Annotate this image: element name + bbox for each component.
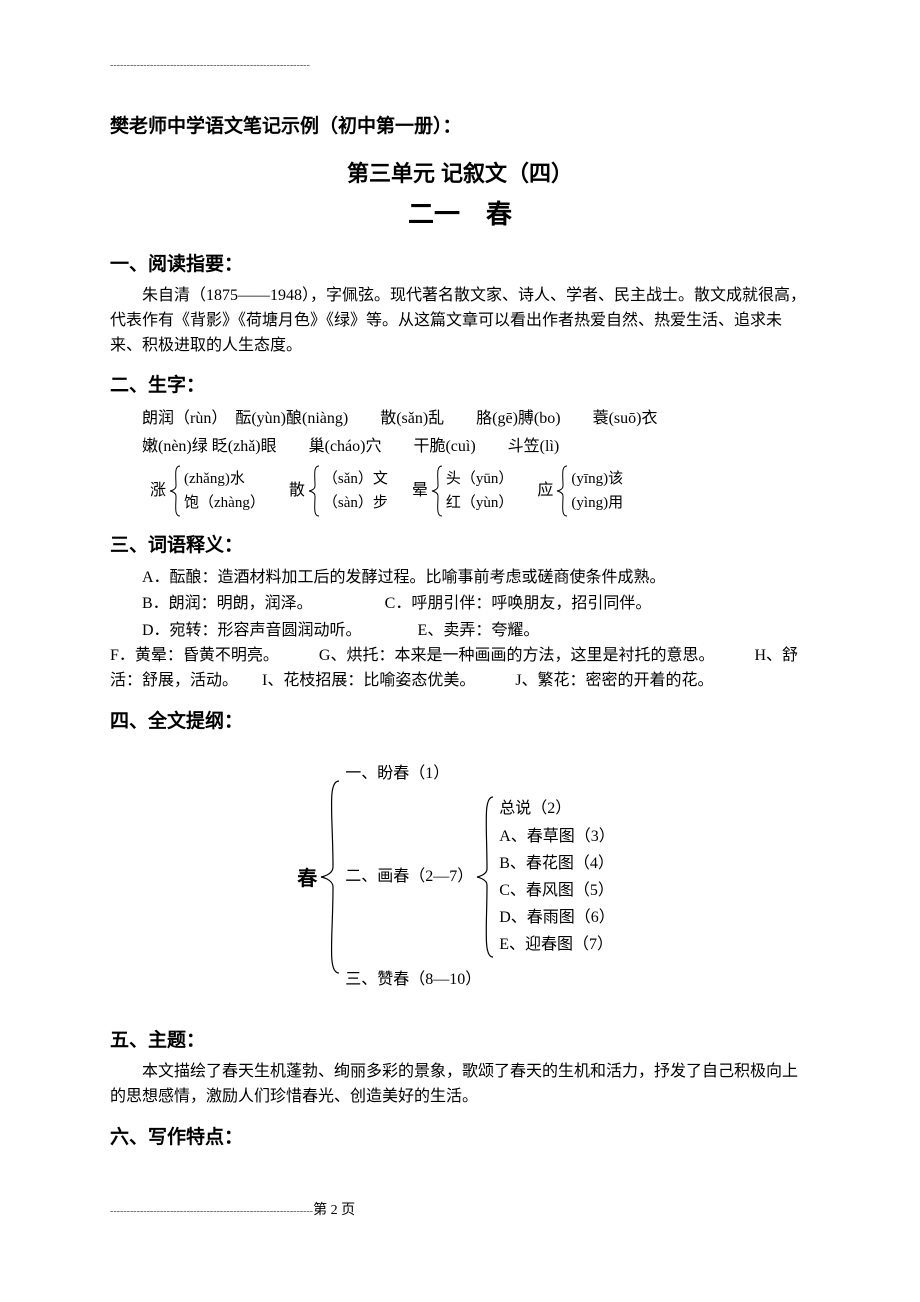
- def-item: A．酝酿：造酒材料加工后的发酵过程。比喻事前考虑或磋商使条件成熟。: [142, 565, 810, 591]
- section-4-title: 四、全文提纲：: [110, 706, 810, 733]
- outline-l1-item-mid: 二、画春（2—7） 总说（2） A、春草图（3） B、春花图（4） C、春风图（…: [345, 793, 619, 961]
- poly-item-san: 散 （sǎn）文 （sàn）步: [289, 464, 388, 518]
- definitions-block: A．酝酿：造酒材料加工后的发酵过程。比喻事前考虑或磋商使条件成熟。 B．朗润：明…: [142, 565, 810, 644]
- outline-l2-item: 总说（2）: [499, 795, 615, 822]
- def-tail: F．黄晕：昏黄不明亮。 G、烘托：本来是一种画画的方法，这里是衬托的意思。 H、…: [110, 644, 810, 694]
- poly-reading-b: 红（yùn）: [446, 491, 514, 515]
- poly-item-yun: 晕 头（yūn） 红（yùn）: [412, 464, 514, 518]
- outline-l2-item: C、春风图（5）: [499, 877, 615, 904]
- poly-reading-b: (yìng)用: [571, 491, 623, 515]
- unit-title: 第三单元 记叙文（四）: [110, 156, 810, 188]
- poly-readings: (zhǎng)水 饱（zhàng）: [184, 467, 265, 515]
- poly-char: 应: [537, 477, 553, 504]
- section-5-body: 本文描绘了春天生机蓬勃、绚丽多彩的景象，歌颂了春天的生机和活力，抒发了自己积极向…: [110, 1060, 810, 1110]
- page-number: 第 2 页: [313, 1203, 355, 1218]
- brace-icon: [555, 464, 569, 518]
- poly-reading-b: （sàn）步: [323, 491, 388, 515]
- poly-reading-a: (zhǎng)水: [184, 467, 265, 491]
- lesson-title: 二一 春: [110, 194, 810, 231]
- outline-diagram: 春 一、盼春（1） 二、画春（2—7） 总说（2） A、春草图（3） B、春花图…: [110, 747, 810, 1008]
- poly-reading-a: 头（yūn）: [446, 467, 514, 491]
- top-rule: ----------------------------------------…: [110, 60, 810, 71]
- section-3-title: 三、词语释义：: [110, 530, 810, 557]
- footer: ----------------------------------------…: [110, 1199, 810, 1219]
- outline-level2: 总说（2） A、春草图（3） B、春花图（4） C、春风图（5） D、春雨图（6…: [495, 795, 619, 958]
- section-1-body: 朱自清（1875——1948），字佩弦。现代著名散文家、诗人、学者、民主战士。散…: [110, 284, 810, 358]
- intro-title: 樊老师中学语文笔记示例（初中第一册）：: [110, 111, 810, 138]
- def-item: D．宛转：形容声音圆润动听。 E、卖弄：夸耀。: [142, 618, 810, 644]
- poly-reading-b: 饱（zhàng）: [184, 491, 265, 515]
- brace-icon: [430, 464, 444, 518]
- section-1-title: 一、阅读指要：: [110, 249, 810, 276]
- section-5-title: 五、主题：: [110, 1025, 810, 1052]
- outline-l2-item: B、春花图（4）: [499, 850, 615, 877]
- def-item: B．朗润：明朗，润泽。 C．呼朋引伴：呼唤朋友，招引同伴。: [142, 591, 810, 617]
- poly-item-ying: 应 (yīng)该 (yìng)用: [537, 464, 623, 518]
- poly-readings: （sǎn）文 （sàn）步: [323, 467, 388, 515]
- outline-level1: 一、盼春（1） 二、画春（2—7） 总说（2） A、春草图（3） B、春花图（4…: [341, 747, 623, 1008]
- brace-icon: [475, 793, 495, 961]
- section-6-title: 六、写作特点：: [110, 1122, 810, 1149]
- outline-root: 春: [297, 862, 317, 891]
- shengzi-line-1: 朗润（rùn） 酝(yùn)酿(niàng) 散(sǎn)乱 胳(gē)膊(bo…: [142, 405, 810, 432]
- poly-readings: (yīng)该 (yìng)用: [571, 467, 623, 515]
- poly-char: 涨: [150, 477, 166, 504]
- brace-icon: [319, 777, 341, 977]
- outline-l2-item: D、春雨图（6）: [499, 904, 615, 931]
- poly-readings: 头（yūn） 红（yùn）: [446, 467, 514, 515]
- brace-icon: [168, 464, 182, 518]
- outline-l2-item: E、迎春图（7）: [499, 931, 615, 958]
- poly-char: 晕: [412, 477, 428, 504]
- page-container: ----------------------------------------…: [0, 0, 920, 1259]
- polyphonic-row: 涨 (zhǎng)水 饱（zhàng） 散 （sǎn）文 （sàn）步: [150, 464, 810, 518]
- poly-item-zhang: 涨 (zhǎng)水 饱（zhàng）: [150, 464, 265, 518]
- poly-reading-a: (yīng)该: [571, 467, 623, 491]
- poly-char: 散: [289, 477, 305, 504]
- section-2-title: 二、生字：: [110, 370, 810, 397]
- outline-l2-item: A、春草图（3）: [499, 823, 615, 850]
- shengzi-line-2: 嫩(nèn)绿 眨(zhǎ)眼 巢(cháo)穴 干脆(cuì) 斗笠(lì): [142, 433, 810, 460]
- outline-l1-item: 一、盼春（1）: [345, 755, 619, 793]
- outline-l1-label: 二、画春（2—7）: [345, 858, 473, 896]
- shengzi-block: 朗润（rùn） 酝(yùn)酿(niàng) 散(sǎn)乱 胳(gē)膊(bo…: [142, 405, 810, 517]
- outline-l1-item: 三、赞春（8—10）: [345, 961, 619, 999]
- footer-dashes: ----------------------------------------…: [110, 1206, 313, 1217]
- brace-icon: [307, 464, 321, 518]
- poly-reading-a: （sǎn）文: [323, 467, 388, 491]
